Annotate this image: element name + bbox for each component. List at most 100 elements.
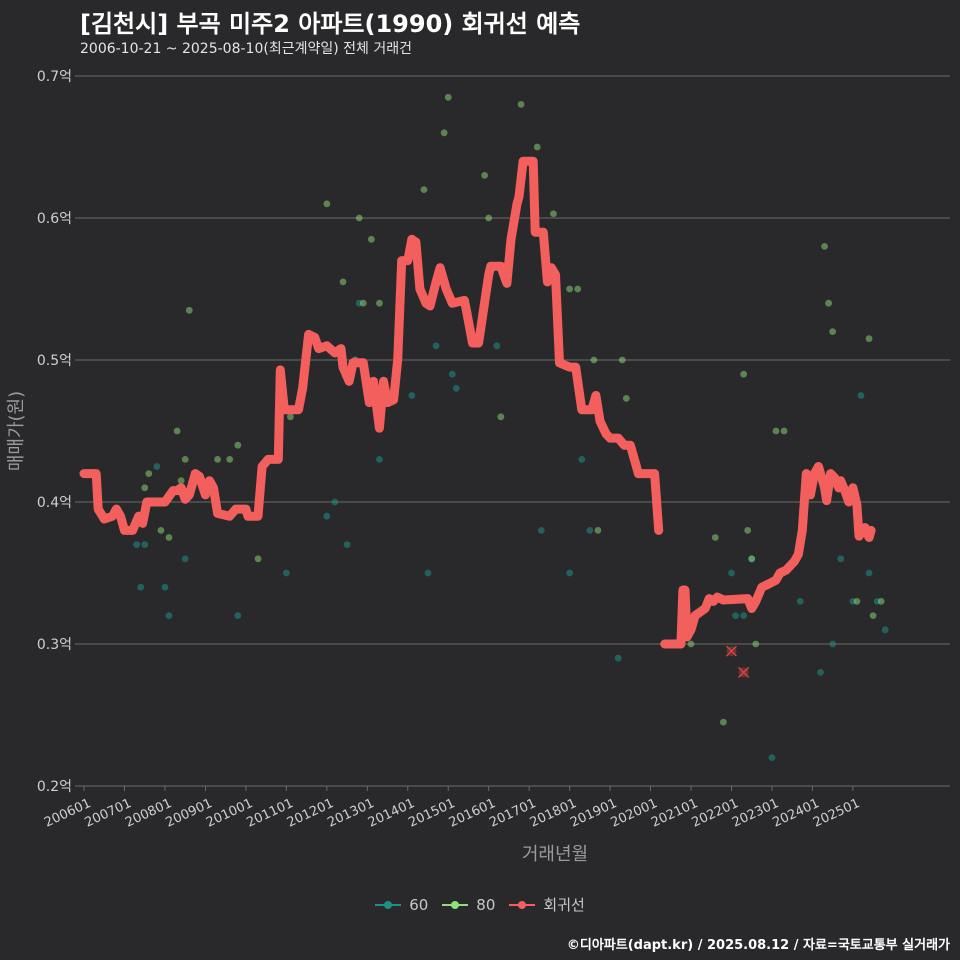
point-80	[869, 612, 877, 619]
axis-layer: 0.2억0.3억0.4억0.5억0.6억0.7억2006012007012008…	[6, 69, 862, 865]
y-axis-title: 매매가(원)	[6, 391, 27, 471]
point-60	[161, 583, 169, 591]
point-80	[590, 356, 598, 364]
point-80	[145, 470, 153, 477]
point-80	[177, 477, 185, 485]
legend-label-60: 60	[409, 895, 429, 914]
point-60	[452, 385, 460, 392]
legend-item-regression: 회귀선	[509, 894, 585, 915]
point-80	[141, 484, 149, 492]
point-60	[865, 569, 873, 577]
point-60	[493, 342, 501, 350]
y-tick-label: 0.2억	[37, 779, 72, 795]
legend: 60 80 회귀선	[0, 894, 960, 915]
point-60	[614, 654, 622, 662]
point-60	[133, 541, 141, 548]
point-80	[181, 456, 189, 463]
outlier-cross	[738, 666, 750, 678]
point-80	[752, 640, 760, 648]
point-60	[448, 370, 456, 378]
legend-item-80: 80	[442, 896, 495, 914]
point-60	[586, 527, 594, 534]
point-80	[711, 534, 719, 541]
point-60	[728, 569, 735, 577]
outlier-layer	[725, 645, 750, 678]
point-60	[424, 569, 432, 577]
point-80	[287, 413, 294, 421]
regression-line	[660, 462, 876, 649]
point-80	[481, 172, 489, 179]
point-60	[376, 456, 383, 463]
legend-label-regression: 회귀선	[543, 896, 585, 914]
point-80	[622, 394, 630, 402]
x-axis-title: 거래년월	[522, 844, 588, 865]
point-80	[420, 186, 428, 194]
point-60	[857, 392, 865, 399]
chart-subtitle: 2006-10-21 ~ 2025-08-10(최근계약일) 전체 거래건	[80, 41, 412, 57]
y-tick-label: 0.5억	[37, 353, 72, 369]
point-80	[740, 370, 748, 378]
point-80	[574, 285, 582, 293]
point-60	[578, 456, 586, 463]
point-80	[533, 143, 541, 151]
point-60	[817, 669, 824, 676]
point-80	[254, 555, 262, 563]
point-60	[323, 512, 331, 520]
point-60	[181, 555, 189, 563]
point-80	[173, 427, 181, 435]
point-80	[359, 299, 367, 307]
point-60	[153, 463, 161, 470]
point-80	[376, 299, 383, 307]
point-80	[877, 598, 885, 605]
point-80	[821, 243, 828, 250]
point-60	[282, 569, 290, 577]
y-tick-label: 0.7억	[37, 69, 72, 85]
point-80	[853, 598, 861, 605]
point-80	[157, 527, 165, 534]
legend-key-regression-icon	[509, 899, 536, 911]
point-60	[141, 541, 149, 548]
point-80	[444, 93, 452, 101]
regression-line	[79, 156, 664, 535]
point-80	[234, 441, 242, 449]
point-60	[331, 498, 339, 506]
point-60	[796, 598, 804, 605]
point-80	[440, 129, 448, 137]
point-60	[740, 612, 748, 619]
y-tick-label: 0.3억	[37, 637, 72, 653]
chart-title: [김천시] 부곡 미주2 아파트(1990) 회귀선 예측	[80, 10, 581, 38]
point-80	[367, 235, 375, 243]
footer-credit: ©디아파트(dapt.kr) / 2025.08.12 / 자료=국토교통부 실…	[566, 938, 950, 953]
point-80	[744, 527, 752, 534]
point-80	[618, 356, 626, 364]
point-80	[355, 214, 363, 222]
point-80	[485, 214, 493, 222]
point-60	[137, 583, 145, 591]
point-80	[185, 306, 193, 314]
point-60	[432, 342, 440, 350]
points-layer	[133, 93, 889, 761]
legend-key-80-icon	[442, 899, 469, 911]
point-60	[165, 612, 173, 619]
point-80	[772, 427, 780, 435]
point-80	[550, 210, 557, 218]
point-80	[780, 427, 788, 435]
y-tick-label: 0.4억	[37, 495, 72, 511]
point-60	[234, 612, 242, 619]
grid-layer	[80, 75, 950, 787]
point-60	[837, 555, 845, 563]
legend-label-80: 80	[476, 895, 496, 914]
point-60	[343, 541, 351, 548]
legend-item-60: 60	[375, 896, 428, 914]
point-60	[408, 392, 416, 399]
point-80	[339, 278, 347, 286]
point-80	[214, 456, 221, 463]
point-60	[537, 527, 545, 534]
point-80	[687, 640, 695, 648]
point-80	[497, 413, 505, 421]
point-80	[517, 101, 525, 108]
legend-key-60-icon	[375, 899, 402, 911]
point-60	[768, 754, 776, 761]
outlier-cross	[725, 645, 738, 657]
